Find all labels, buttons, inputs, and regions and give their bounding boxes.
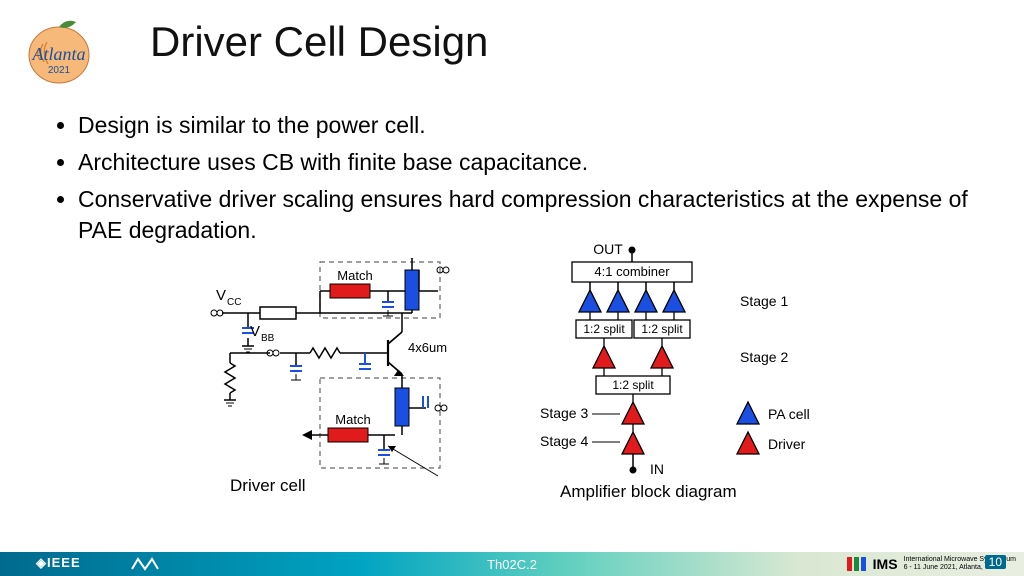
page-number: 10 [985, 555, 1006, 569]
svg-text:2021: 2021 [48, 65, 71, 76]
svg-text:OUT: OUT [593, 242, 623, 257]
svg-text:Stage 4: Stage 4 [540, 433, 588, 449]
driver-cell-diagram: VCC Match [170, 258, 470, 493]
amp-block-caption: Amplifier block diagram [560, 482, 737, 502]
diagram-area: VCC Match [170, 258, 890, 530]
bullet-item: Architecture uses CB with finite base ca… [78, 147, 978, 178]
bullet-item: Design is similar to the power cell. [78, 110, 978, 141]
ims-text: IMS [873, 556, 898, 572]
svg-text:Stage 1: Stage 1 [740, 293, 788, 309]
svg-text:Atlanta: Atlanta [32, 44, 86, 64]
svg-text:4x6um: 4x6um [408, 340, 447, 355]
svg-text:CC: CC [227, 297, 241, 308]
svg-text:4:1 combiner: 4:1 combiner [594, 264, 670, 279]
conference-logo: Atlanta 2021 [14, 10, 104, 90]
svg-text:Driver: Driver [768, 436, 806, 452]
svg-text:Match: Match [335, 412, 370, 427]
svg-text:V: V [250, 323, 260, 340]
svg-text:Stage 2: Stage 2 [740, 349, 788, 365]
svg-text:Stage 3: Stage 3 [540, 405, 588, 421]
slide-title: Driver Cell Design [150, 18, 488, 66]
svg-text:V: V [216, 287, 226, 304]
bullet-list: Design is similar to the power cell. Arc… [58, 110, 978, 252]
ims-logo-icon [845, 555, 867, 573]
driver-cell-caption: Driver cell [230, 476, 306, 496]
svg-text:BB: BB [261, 333, 275, 344]
svg-text:Match: Match [337, 268, 372, 283]
bullet-item: Conservative driver scaling ensures hard… [78, 184, 978, 246]
svg-text:1:2 split: 1:2 split [583, 322, 625, 336]
footer: ◈IEEE Th02C.2 IMS International Microwav… [0, 552, 1024, 576]
svg-text:1:2 split: 1:2 split [612, 378, 654, 392]
slide: Atlanta 2021 Driver Cell Design Design i… [0, 0, 1024, 576]
ims-block: IMS International Microwave Symposium 6 … [845, 554, 1016, 574]
svg-text:1:2 split: 1:2 split [641, 322, 683, 336]
svg-text:IN: IN [650, 461, 664, 477]
amplifier-block-diagram: OUT 4:1 combiner Stage 1 [500, 242, 870, 507]
svg-text:PA cell: PA cell [768, 406, 810, 422]
